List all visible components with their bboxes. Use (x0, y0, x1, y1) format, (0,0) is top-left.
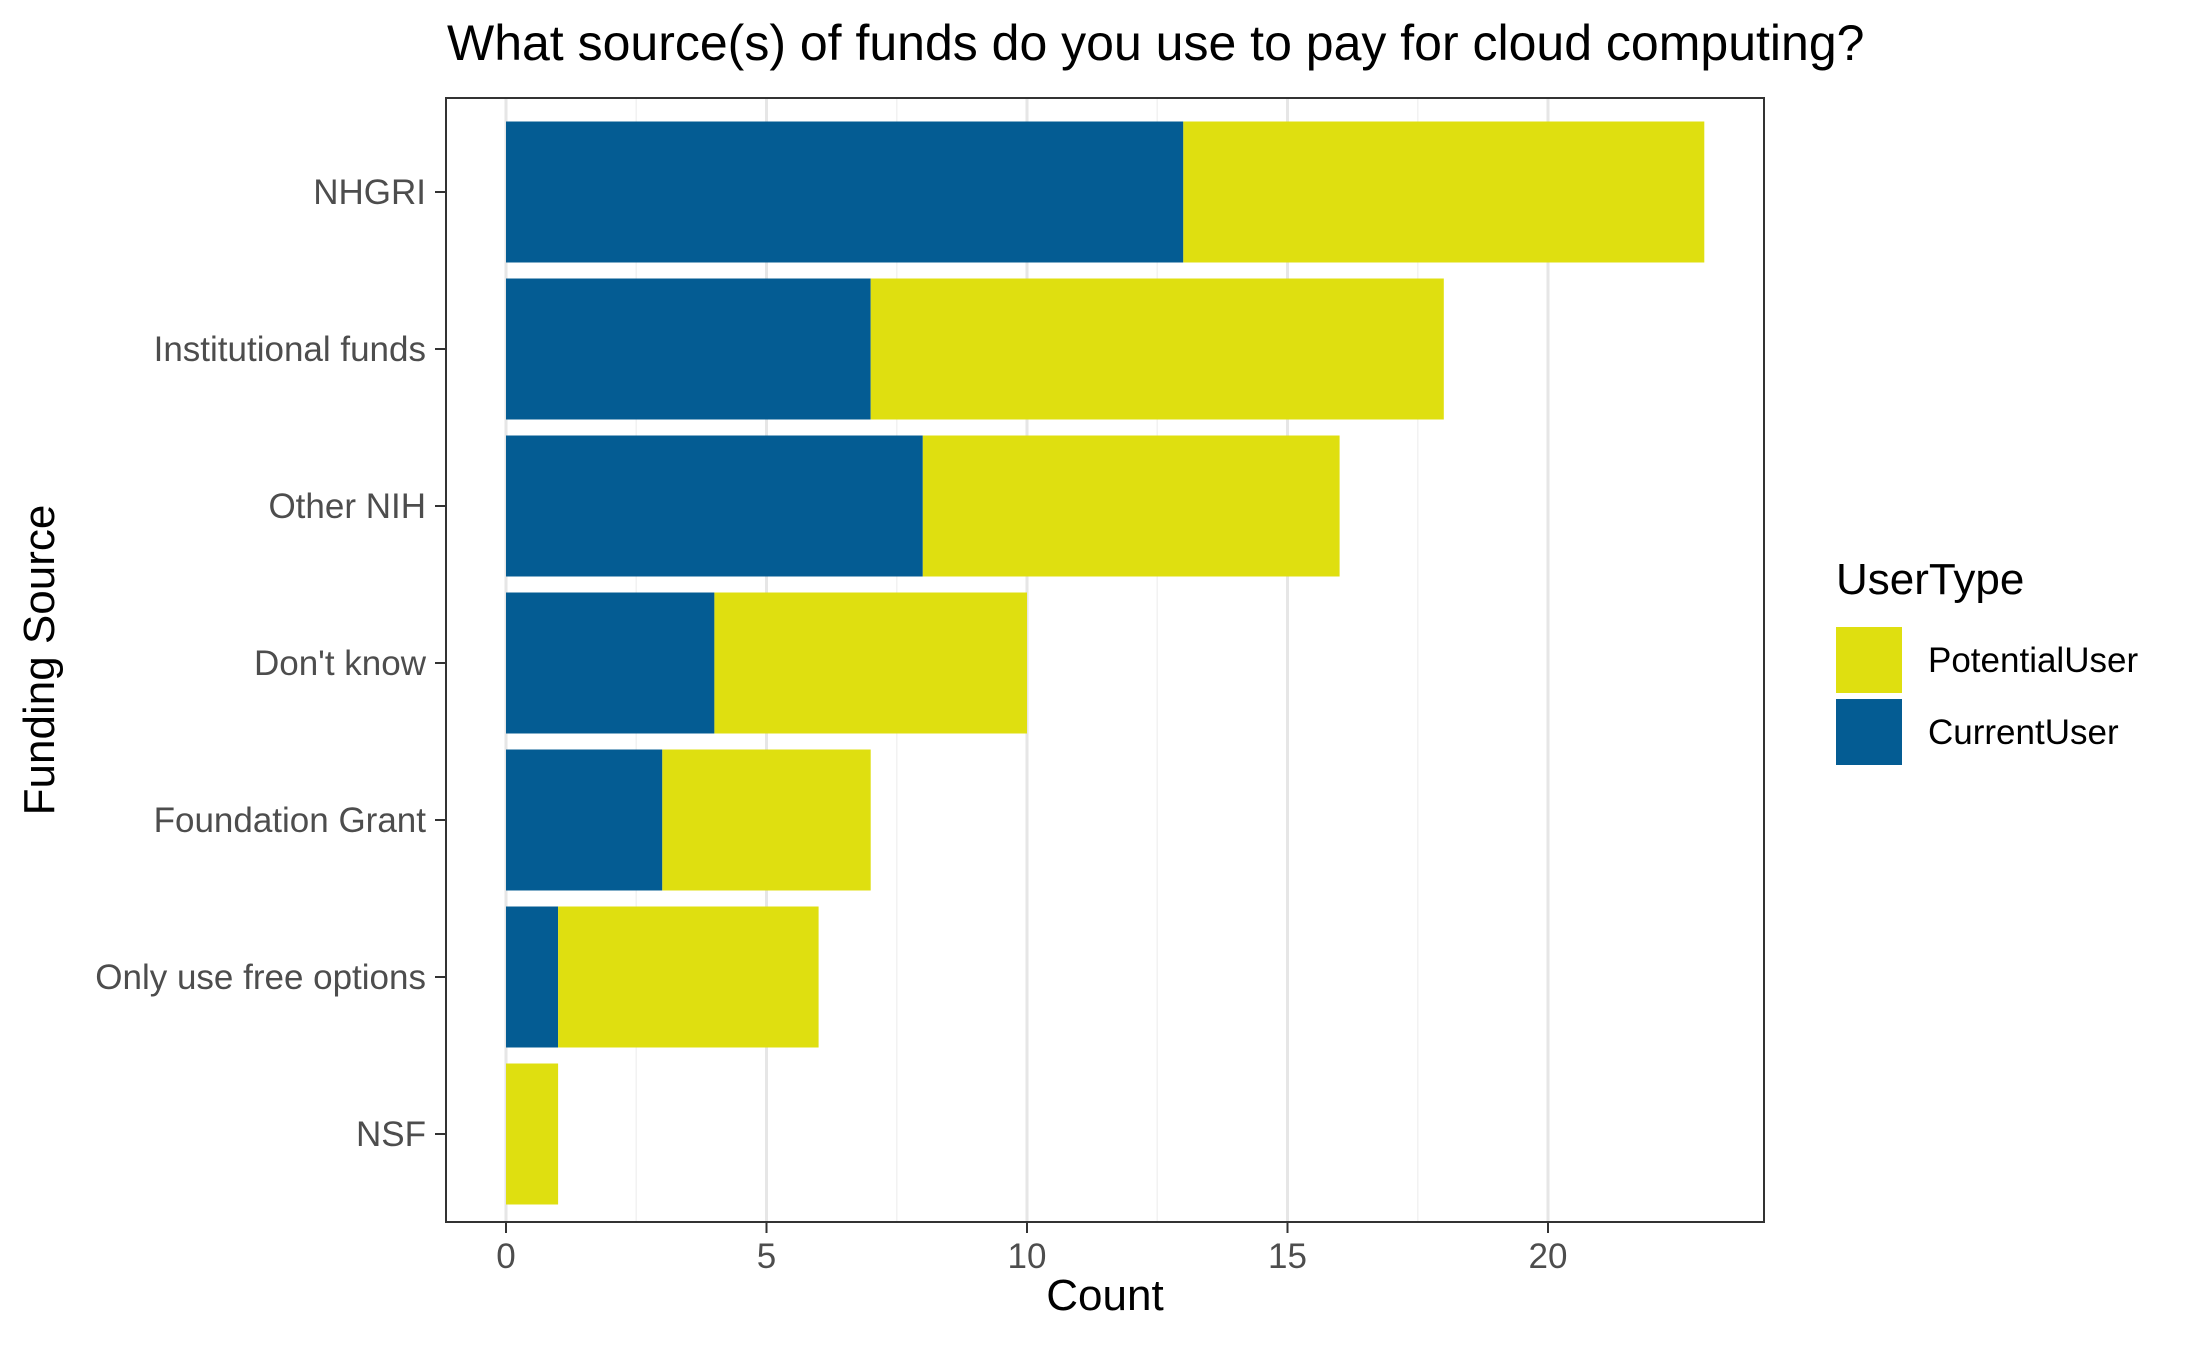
legend-key-potentialuser (1836, 627, 1902, 693)
x-tick-label: 20 (1529, 1237, 1568, 1276)
bar-currentuser-1: NHGRI — CurrentUser: 13 (506, 121, 1184, 263)
y-tick-label: Foundation Grant (154, 801, 427, 840)
bar-potentialuser-7: NSF — PotentialUser: 1 (506, 1063, 559, 1205)
bar-currentuser-5: Foundation Grant — CurrentUser: 3 (506, 749, 663, 891)
bar-currentuser-4: Don't know — CurrentUser: 4 (506, 592, 715, 734)
legend-key-currentuser (1836, 699, 1902, 765)
y-axis-title: Funding Source (15, 505, 64, 816)
bar-currentuser-6: Only use free options — CurrentUser: 1 (506, 906, 559, 1048)
bars: NHGRI — CurrentUser: 13NHGRI — Potential… (506, 121, 1705, 1205)
chart-title: What source(s) of funds do you use to pa… (447, 15, 1864, 71)
legend-label: CurrentUser (1928, 713, 2119, 752)
x-tick-label: 15 (1268, 1237, 1307, 1276)
bar-currentuser-2: Institutional funds — CurrentUser: 7 (506, 278, 871, 420)
y-tick-label: NHGRI (313, 173, 426, 212)
x-axis: 0 5 10 15 20 (496, 1222, 1567, 1276)
y-axis: NHGRI Institutional funds Other NIH Don't k… (95, 173, 446, 1154)
y-tick-label: Other NIH (268, 487, 426, 526)
x-tick-label: 5 (757, 1237, 776, 1276)
legend: UserType PotentialUser CurrentUser (1836, 555, 2138, 765)
bar-potentialuser-3: Other NIH — PotentialUser: 8 (922, 435, 1340, 577)
legend-title: UserType (1836, 555, 2024, 604)
y-tick-label: Only use free options (95, 958, 426, 997)
plot-border (445, 97, 1765, 1223)
bar-currentuser-3: Other NIH — CurrentUser: 8 (506, 435, 923, 577)
y-tick-label: Don't know (254, 644, 427, 683)
x-tick-label: 10 (1008, 1237, 1047, 1276)
x-tick-label: 0 (496, 1237, 515, 1276)
y-tick-label: NSF (356, 1115, 426, 1154)
bar-potentialuser-6: Only use free options — PotentialUser: 5 (558, 906, 819, 1048)
x-axis-title: Count (1046, 1271, 1163, 1320)
bar-potentialuser-5: Foundation Grant — PotentialUser: 4 (662, 749, 871, 891)
bar-potentialuser-2: Institutional funds — PotentialUser: 11 (870, 278, 1444, 420)
y-tick-label: Institutional funds (154, 330, 426, 369)
bar-potentialuser-1: NHGRI — PotentialUser: 10 (1183, 121, 1705, 263)
bar-potentialuser-4: Don't know — PotentialUser: 6 (714, 592, 1027, 734)
legend-label: PotentialUser (1928, 641, 2138, 680)
